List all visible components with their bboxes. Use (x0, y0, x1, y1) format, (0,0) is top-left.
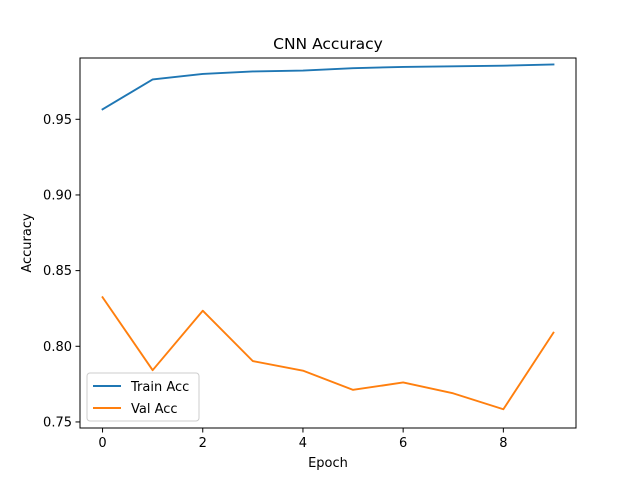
y-tick-label: 0.95 (43, 113, 72, 128)
x-tick-label: 8 (499, 436, 507, 451)
y-axis-label: Accuracy (20, 213, 35, 273)
legend-box (86, 372, 200, 422)
series-line-0 (101, 63, 555, 111)
x-axis-label: Epoch (308, 456, 348, 471)
series-line-1 (101, 295, 555, 411)
legend-label: Train Acc (130, 380, 189, 395)
x-tick-label: 4 (299, 436, 307, 451)
x-tick-label: 6 (399, 436, 407, 451)
y-tick-label: 0.80 (43, 340, 72, 355)
legend: Train Acc Val Acc (86, 372, 200, 422)
plot-area (101, 63, 555, 411)
legend-label: Val Acc (131, 402, 178, 417)
y-tick-label: 0.75 (43, 415, 72, 430)
x-tick-label: 0 (98, 436, 106, 451)
x-axis: 0 2 4 6 8 (98, 428, 507, 451)
chart-title: CNN Accuracy (273, 35, 383, 53)
x-tick-label: 2 (199, 436, 207, 451)
y-axis: 0.75 0.80 0.85 0.90 0.95 (43, 113, 80, 430)
y-tick-label: 0.90 (43, 188, 72, 203)
plot-frame (79, 57, 577, 429)
y-tick-label: 0.85 (43, 264, 72, 279)
